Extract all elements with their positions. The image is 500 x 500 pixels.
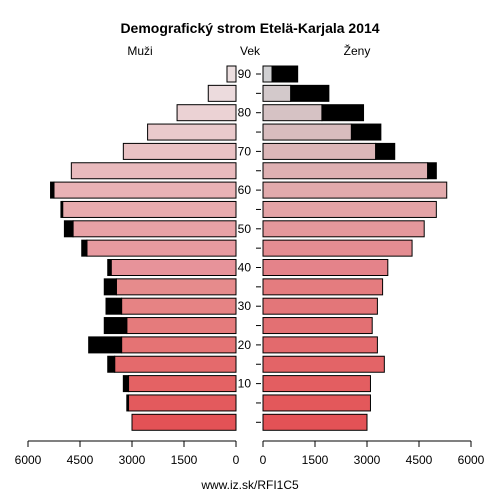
x-tick-label: 4500 [406,453,433,467]
male-bar [62,200,237,218]
female-bar [262,200,437,218]
axes-group: 90 80 70 60 50 40 30 20 10 6000 4500 3000 1500 0 0 1500… [15,67,485,467]
female-bar [262,220,425,238]
female-excess-bar [290,84,330,102]
female-bar [262,297,378,315]
female-bar [262,181,448,199]
female-label: Ženy [344,43,371,58]
male-excess-bar [81,239,88,257]
male-bar [207,84,237,102]
male-excess-bar [105,297,123,315]
x-tick-label: 4500 [67,453,94,467]
age-tick-label: 80 [238,106,252,120]
female-bar [262,65,273,83]
female-bar [262,84,292,102]
female-bar [262,355,385,373]
x-tick-label: 6000 [458,453,485,467]
male-excess-bar [107,259,112,276]
x-tick-label: 1500 [302,453,329,467]
male-excess-bar [126,394,130,412]
male-bar [128,394,237,412]
female-bar [262,336,378,354]
male-bar [131,413,237,431]
male-bar [115,278,237,296]
x-tick-label: 3000 [354,453,381,467]
male-bar [121,297,237,315]
male-bar [53,181,237,199]
female-bar [262,104,323,122]
male-bar [72,220,237,238]
female-bar [262,375,371,393]
age-tick-label: 10 [238,377,252,391]
x-tick-label: 3000 [119,453,146,467]
female-bar [262,394,371,412]
age-tick-label: 70 [238,144,252,158]
male-bar [86,239,237,257]
bars-group [50,65,448,431]
male-excess-bar [63,220,74,238]
source-label: www.iz.sk/RFI1C5 [200,478,299,492]
female-bar [262,413,368,431]
age-tick-label: 50 [238,222,252,236]
male-excess-bar [107,355,116,373]
male-excess-bar [103,317,128,335]
male-bar [114,355,237,373]
female-bar [262,142,377,160]
age-axis-label: Vek [240,44,261,58]
age-tick-label: 90 [238,67,252,81]
age-tick-label: 30 [238,299,252,313]
male-excess-bar [88,336,123,354]
male-bar [126,317,237,335]
male-bar [70,162,237,180]
x-tick-label: 1500 [171,453,198,467]
age-tick-label: 40 [238,261,252,275]
male-bar [110,259,237,276]
male-excess-bar [50,181,55,199]
male-bar [226,65,237,83]
female-excess-bar [427,162,437,180]
x-tick-label: 0 [260,453,267,467]
male-bar [147,123,237,141]
age-tick-label: 60 [238,183,252,197]
female-bar [262,317,373,335]
female-excess-bar [350,123,382,141]
male-excess-bar [60,200,64,218]
age-tick-label: 20 [238,338,252,352]
female-excess-bar [375,142,396,160]
female-bar [262,259,389,276]
female-bar [262,162,429,180]
male-bar [122,142,237,160]
chart-title: Demografický strom Etelä-Karjala 2014 [120,20,379,36]
male-bar [121,336,237,354]
male-bar [128,375,237,393]
female-bar [262,123,352,141]
male-excess-bar [103,278,117,296]
x-tick-label: 6000 [15,453,42,467]
male-label: Muži [127,44,152,58]
x-tick-label: 0 [233,453,240,467]
female-bar [262,278,384,296]
female-excess-bar [271,65,299,83]
male-excess-bar [122,375,130,393]
female-excess-bar [321,104,365,122]
male-bar [176,104,237,122]
female-bar [262,239,413,257]
